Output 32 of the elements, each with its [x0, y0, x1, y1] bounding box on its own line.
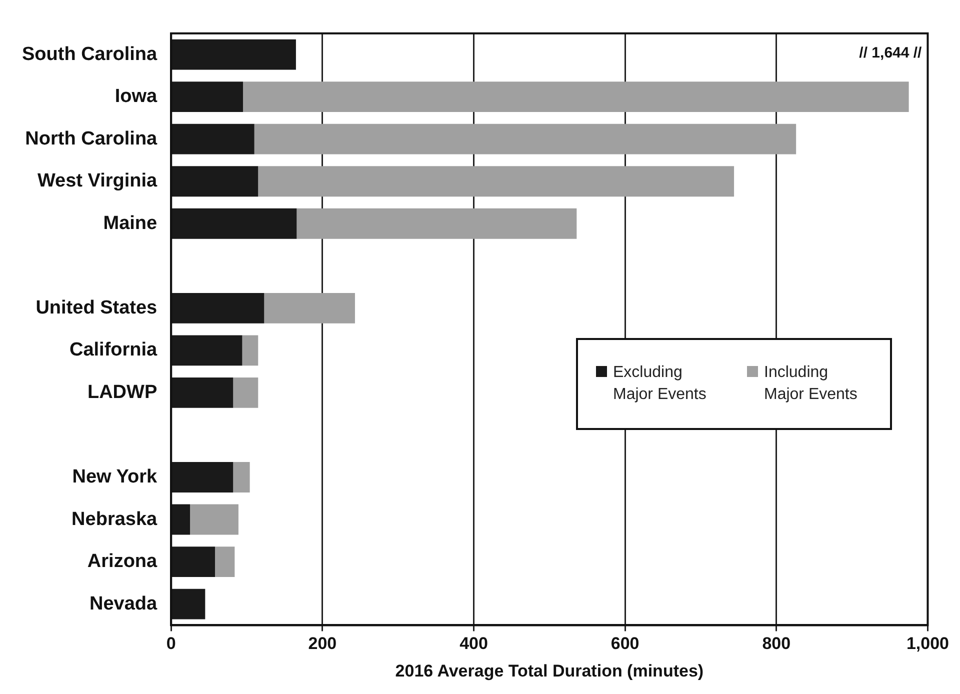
y-tick-label: United States	[36, 297, 158, 318]
bar	[296, 208, 577, 239]
bar	[233, 462, 250, 492]
bar	[190, 504, 238, 535]
y-tick-label: California	[69, 340, 158, 361]
legend-label: Excluding Major Events	[613, 363, 708, 405]
y-tick-label: Nebraska	[72, 508, 158, 530]
x-axis-title: 2016 Average Total Duration (minutes)	[395, 661, 704, 680]
annotation: // 1,644 //	[859, 44, 923, 62]
x-tick-label: 0	[166, 634, 176, 654]
legend-label: Including Major Events	[764, 363, 858, 405]
bar	[242, 82, 909, 112]
y-tick-label: Nevada	[90, 593, 158, 614]
bar	[233, 377, 258, 408]
y-tick-label: West Virginia	[37, 170, 158, 192]
y-tick-label: South Carolina	[22, 44, 158, 65]
y-tick-label: Iowa	[114, 86, 158, 108]
bar	[242, 335, 258, 366]
bar	[254, 124, 796, 154]
x-tick-label: 600	[610, 634, 640, 654]
y-tick-label: North Carolina	[25, 128, 158, 150]
y-tick-label: Maine	[103, 212, 158, 234]
y-tick-label: LADWP	[87, 382, 158, 403]
bar	[258, 166, 734, 197]
x-tick-label: 800	[762, 634, 791, 654]
x-tick-label: 400	[460, 634, 488, 654]
bar	[215, 546, 235, 578]
x-tick-label: 1,000	[906, 634, 950, 654]
bar	[264, 292, 355, 324]
x-tick-label: 200	[308, 634, 337, 654]
y-tick-label: Arizona	[87, 551, 158, 572]
y-tick-label: New York	[72, 466, 158, 488]
